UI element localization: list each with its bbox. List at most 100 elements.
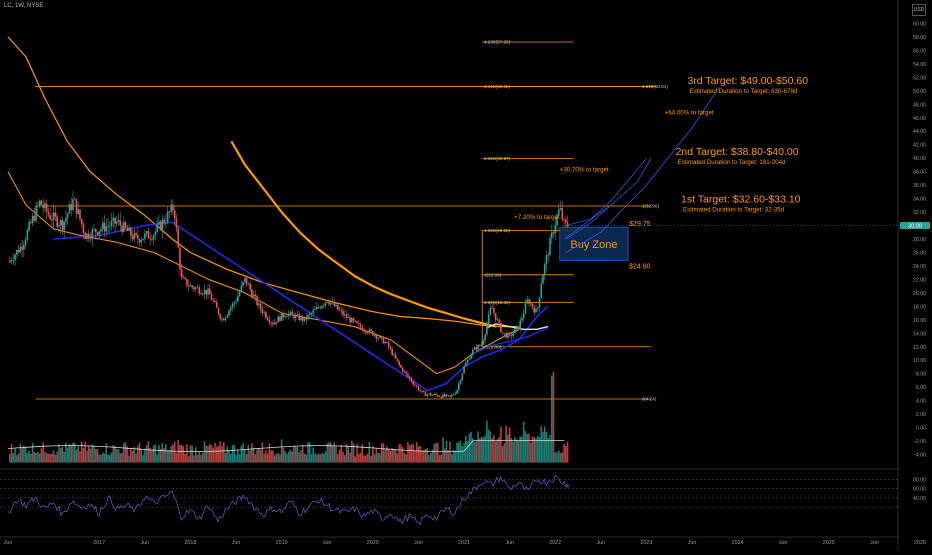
candle-body — [479, 344, 481, 346]
candle-body — [538, 297, 541, 308]
candle-body — [77, 209, 80, 214]
candle-body — [391, 348, 393, 355]
volume-bar — [384, 449, 386, 463]
volume-bar — [559, 453, 562, 463]
candle-body — [396, 358, 399, 362]
candle-body — [205, 289, 208, 295]
candle-body — [519, 320, 521, 330]
volume-bar — [345, 444, 348, 463]
candle-body — [228, 310, 230, 316]
fib-level-label: 1.618(29.28) — [484, 228, 511, 233]
volume-bar — [472, 438, 474, 463]
volume-bar — [308, 442, 311, 463]
candle-body — [436, 395, 439, 397]
volume-bar — [421, 450, 423, 463]
volume-bar — [496, 438, 499, 463]
volume-bar — [258, 447, 260, 463]
volume-bar — [466, 440, 469, 463]
candle-body — [33, 216, 36, 221]
volume-bar — [519, 436, 521, 463]
volume-bar — [498, 436, 500, 463]
volume-bar — [237, 450, 239, 463]
volume-bar — [419, 445, 422, 463]
candle-body — [251, 289, 253, 297]
candle-body — [412, 381, 415, 385]
buy-zone-top-price: $29.75 — [629, 221, 651, 228]
volume-bar — [394, 449, 397, 463]
volume-bar — [359, 452, 362, 463]
last-price-value: 30.00 — [908, 224, 922, 230]
candle-body — [487, 314, 490, 325]
candle-body — [101, 222, 104, 229]
moving-average-fragment — [230, 140, 497, 328]
candle-body — [256, 296, 258, 306]
volume-bar — [322, 453, 325, 463]
candle-body — [458, 383, 460, 391]
candle-body — [461, 373, 464, 381]
volume-bar — [205, 445, 208, 463]
candle-body — [221, 318, 223, 320]
candle-body — [496, 319, 499, 321]
volume-bar — [463, 442, 465, 463]
volume-bar — [317, 453, 320, 463]
volume-bar — [507, 434, 509, 463]
candle-body — [273, 322, 276, 325]
volume-bar — [305, 454, 308, 463]
candle-body — [86, 233, 88, 239]
candle-body — [494, 312, 497, 320]
candle-body — [403, 371, 406, 373]
candle-body — [426, 394, 429, 397]
candle-body — [507, 333, 509, 338]
volume-bar — [351, 440, 353, 463]
volume-bar — [547, 437, 550, 463]
candle-body — [265, 312, 267, 318]
moving-average-fast — [53, 221, 549, 392]
volume-bar — [429, 453, 432, 463]
volume-bar — [517, 440, 520, 463]
candle-body — [156, 224, 158, 232]
candle-body — [373, 335, 376, 337]
volume-bar — [238, 454, 241, 463]
candle-body — [493, 308, 495, 313]
volume-bar — [228, 451, 230, 463]
candle-body — [210, 294, 213, 301]
candle-body — [556, 215, 558, 225]
currency-badge[interactable]: USD — [912, 4, 926, 16]
volume-bar — [158, 445, 160, 463]
volume-bar — [286, 453, 288, 463]
candle-body — [379, 336, 381, 339]
price-axis-label: 58.00 — [913, 35, 926, 41]
volume-bar — [536, 435, 539, 463]
volume-bar — [194, 447, 197, 463]
volume-bar — [103, 453, 106, 463]
volume-bar — [312, 447, 315, 463]
volume-bar — [191, 445, 194, 463]
volume-bar — [65, 442, 67, 463]
volume-bar — [458, 442, 460, 463]
volume-bar — [147, 441, 150, 463]
last-price-badge — [900, 222, 930, 230]
time-axis-label: Jun — [414, 540, 423, 546]
candle-body — [14, 254, 16, 261]
volume-bar — [372, 446, 374, 463]
volume-bar — [393, 449, 395, 463]
time-axis-label: Jun — [140, 540, 149, 546]
candle-body — [258, 303, 260, 306]
volume-bar — [154, 444, 157, 463]
candle-body — [517, 326, 520, 330]
candle-body — [123, 222, 125, 232]
fib-level-label: 2.618(39.97) — [484, 156, 511, 161]
volume-bar — [224, 452, 227, 463]
candle-body — [545, 255, 548, 265]
price-axis-label: 60.00 — [913, 21, 926, 27]
volume-bar — [116, 449, 118, 463]
candle-body — [145, 231, 148, 234]
volume-bar — [521, 436, 523, 463]
candle-body — [298, 314, 301, 321]
candle-body — [547, 255, 550, 256]
volume-bar — [180, 445, 183, 463]
candle-body — [449, 395, 451, 397]
candle-body — [314, 309, 316, 311]
